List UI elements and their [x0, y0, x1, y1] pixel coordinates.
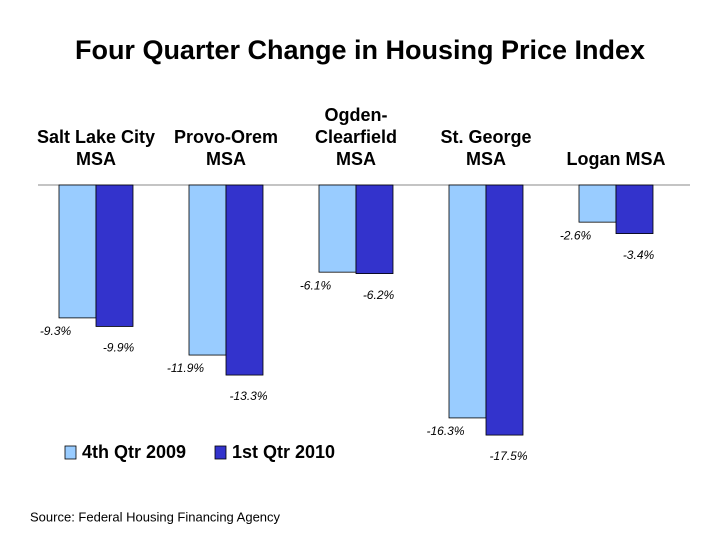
- bar: [95, 184, 134, 327]
- data-label: -2.6%: [560, 228, 592, 242]
- bar: [615, 184, 654, 234]
- chart-title: Four Quarter Change in Housing Price Ind…: [75, 35, 645, 65]
- category-label: Salt Lake City MSA: [36, 127, 156, 169]
- legend-swatch: [214, 445, 227, 460]
- category-label: Logan MSA: [566, 149, 666, 169]
- data-label: -11.9%: [167, 361, 204, 375]
- data-label: -17.5%: [489, 449, 527, 463]
- data-label: -6.1%: [300, 278, 332, 292]
- bar: [318, 184, 357, 273]
- data-label: -13.3%: [229, 389, 267, 403]
- legend-label: 1st Qtr 2010: [232, 442, 335, 462]
- category-label: Provo-Orem MSA: [173, 127, 279, 169]
- bar: [578, 184, 617, 223]
- source: Source: Federal Housing Financing Agency: [30, 509, 281, 524]
- bar: [485, 184, 524, 436]
- data-label: -6.2%: [363, 288, 395, 302]
- data-label: -9.9%: [103, 341, 135, 355]
- legend-label: 4th Qtr 2009: [82, 442, 186, 462]
- legend-swatch: [64, 445, 77, 460]
- bar: [188, 184, 227, 356]
- category-label: Ogden-Clearfield MSA: [314, 105, 398, 169]
- bar: [225, 184, 264, 376]
- data-label: -9.3%: [40, 324, 72, 338]
- bar: [58, 184, 97, 319]
- data-label: -3.4%: [623, 248, 655, 262]
- data-label: -16.3%: [426, 424, 464, 438]
- bar: [355, 184, 394, 274]
- category-label: St. George MSA: [440, 127, 532, 169]
- bar: [448, 184, 487, 419]
